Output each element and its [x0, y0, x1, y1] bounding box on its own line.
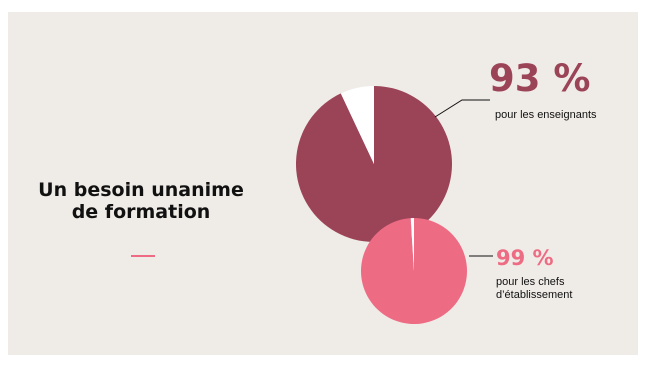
- title-underline: [131, 255, 155, 257]
- teachers-percentage: 93 %: [489, 57, 591, 100]
- page-title: Un besoin unanime de formation: [30, 179, 252, 223]
- heads-slice-main: [360, 218, 467, 325]
- heads-percentage: 99 %: [496, 246, 554, 270]
- title-line-1: Un besoin unanime: [38, 179, 244, 201]
- heads-caption: pour les chefs d’établissement: [496, 276, 573, 301]
- leader-line-teachers: [434, 99, 490, 118]
- pie-teachers: [296, 86, 452, 242]
- pie-heads: [360, 218, 467, 325]
- heads-slice-remainder: [410, 218, 414, 271]
- title-line-2: de formation: [71, 201, 211, 223]
- teachers-caption: pour les enseignants: [495, 109, 597, 121]
- teachers-slice-remainder: [340, 86, 374, 164]
